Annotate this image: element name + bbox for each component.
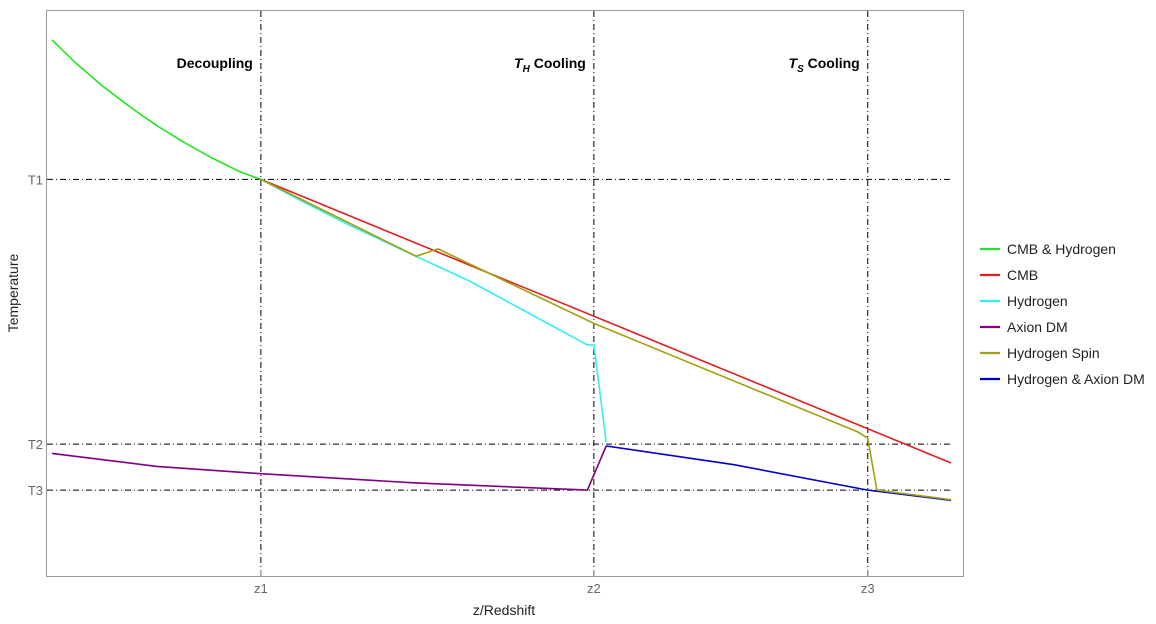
x-axis-label: z/Redshift: [473, 602, 535, 618]
legend: CMB & Hydrogen CMB Hydrogen Axion DM Hydroge…: [980, 241, 1145, 387]
region-annotations: Decoupling TH Cooling TS Cooling: [177, 55, 860, 75]
y-tick-label-3: T3: [28, 483, 43, 498]
legend-label-2: CMB: [1007, 267, 1038, 283]
series-line-6: [606, 445, 952, 502]
legend-label-1: CMB & Hydrogen: [1007, 241, 1116, 257]
legend-label-4: Axion DM: [1007, 319, 1068, 335]
series-line-2: [260, 178, 952, 464]
series-lines: [51, 39, 952, 502]
x-tick-label-2: z2: [587, 581, 601, 596]
legend-label-6: Hydrogen & Axion DM: [1007, 371, 1145, 387]
series-line-4: [51, 445, 607, 491]
plot-frame: [46, 10, 964, 577]
legend-label-3: Hydrogen: [1007, 293, 1068, 309]
annotation-3: TS Cooling: [789, 55, 860, 75]
series-line-3: [260, 178, 607, 443]
x-tick-label-3: z3: [861, 581, 875, 596]
series-line-1: [51, 39, 262, 181]
axis-ticks: z1 z2 z3 T1 T2 T3: [28, 172, 875, 596]
y-axis-label: Temperature: [5, 253, 21, 332]
annotation-2: TH Cooling: [514, 55, 586, 75]
series-line-5: [260, 178, 952, 501]
reference-lines: [47, 11, 952, 576]
annotation-1: Decoupling: [177, 55, 253, 71]
y-tick-label-1: T1: [28, 172, 43, 187]
legend-label-5: Hydrogen Spin: [1007, 345, 1100, 361]
x-tick-label-1: z1: [254, 581, 268, 596]
y-tick-label-2: T2: [28, 437, 43, 452]
